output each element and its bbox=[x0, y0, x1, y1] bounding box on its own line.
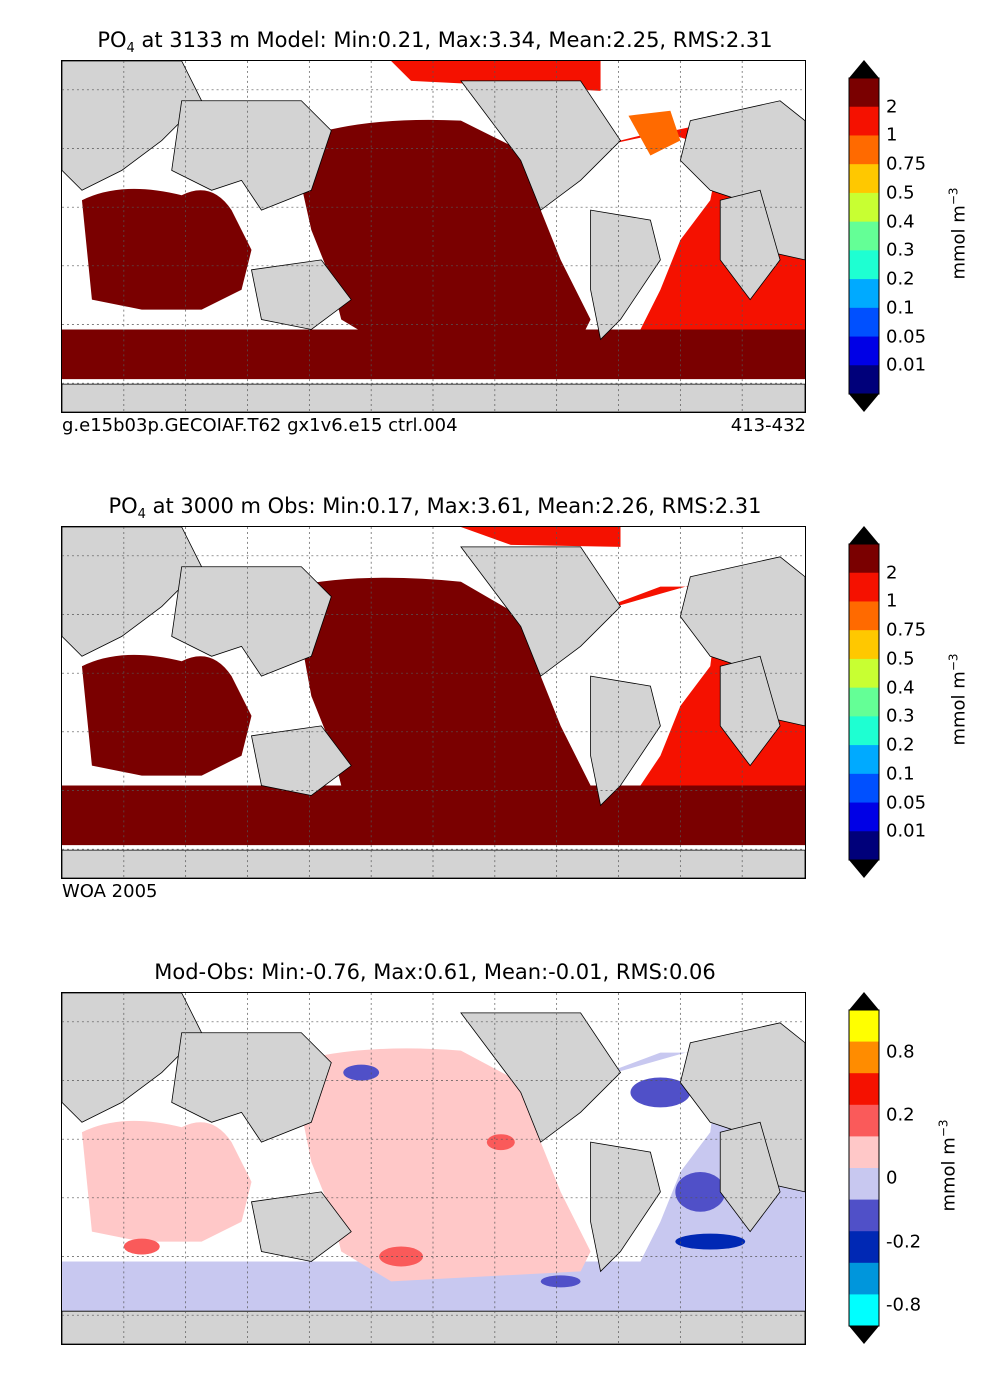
obs-footer-left: WOA 2005 bbox=[62, 881, 158, 902]
colorbar-segment bbox=[849, 250, 879, 280]
colorbar-segment bbox=[849, 336, 879, 366]
diff-map-svg bbox=[62, 993, 805, 1344]
colorbar-tick-label: -0.2 bbox=[886, 1231, 922, 1253]
obs-map-svg bbox=[62, 527, 805, 878]
colorbar-over-arrow bbox=[849, 60, 879, 78]
model-map bbox=[61, 60, 806, 413]
colorbar-segment bbox=[849, 658, 879, 689]
colorbar-tick-label: 0.2 bbox=[886, 268, 915, 290]
colorbar-segment bbox=[849, 78, 879, 108]
colorbar-segment bbox=[849, 279, 879, 309]
colorbar-segment bbox=[849, 716, 879, 746]
colorbar-segment bbox=[849, 1073, 879, 1106]
colorbar-segment bbox=[849, 1136, 879, 1169]
colorbar-segment bbox=[849, 1262, 879, 1295]
colorbar-segment bbox=[849, 106, 879, 136]
colorbar-tick-label: -0.8 bbox=[886, 1294, 922, 1316]
colorbar-segment bbox=[849, 601, 879, 631]
colorbar-tick-label: 1 bbox=[886, 590, 898, 612]
model-footer-right: 413-432 bbox=[730, 415, 806, 436]
colorbar-tick-label: 2 bbox=[886, 96, 898, 118]
colorbar-segment bbox=[849, 544, 879, 574]
colorbar-tick-label: 0.2 bbox=[886, 1104, 915, 1126]
model-title: PO4 at 3133 m Model: Min:0.21, Max:3.34,… bbox=[97, 28, 773, 57]
colorbar-segment bbox=[849, 630, 879, 660]
colorbar-under-arrow bbox=[849, 394, 879, 412]
colorbar-segment bbox=[849, 365, 879, 395]
obs-colorbar bbox=[848, 526, 880, 878]
colorbar-tick-label: 0.4 bbox=[886, 211, 915, 233]
colorbar-over-arrow bbox=[849, 992, 879, 1010]
colorbar-segment bbox=[849, 773, 879, 804]
obs-colorbar-unit: mmol m−3 bbox=[946, 653, 970, 746]
colorbar-over-arrow bbox=[849, 526, 879, 544]
colorbar-under-arrow bbox=[849, 1326, 879, 1344]
diff-colorbar bbox=[848, 992, 880, 1344]
colorbar-under-arrow bbox=[849, 860, 879, 878]
colorbar-segment bbox=[849, 192, 879, 223]
colorbar-tick-label: 0.05 bbox=[886, 792, 927, 814]
diff-map bbox=[61, 992, 806, 1345]
colorbar-tick-label: 0.01 bbox=[886, 354, 927, 376]
colorbar-segment bbox=[849, 687, 879, 717]
colorbar-tick-label: 0.5 bbox=[886, 182, 915, 204]
colorbar-segment bbox=[849, 221, 879, 251]
colorbar-segment bbox=[849, 745, 879, 775]
colorbar-tick-label: 0.3 bbox=[886, 705, 915, 727]
colorbar-segment bbox=[849, 1041, 879, 1074]
colorbar-tick-label: 0.05 bbox=[886, 326, 927, 348]
colorbar-segment bbox=[849, 1231, 879, 1264]
colorbar-segment bbox=[849, 1010, 879, 1043]
colorbar-tick-label: 1 bbox=[886, 124, 898, 146]
model-panel: PO4 at 3133 m Model: Min:0.21, Max:3.34,… bbox=[0, 0, 994, 460]
diff-panel: Mod-Obs: Min:-0.76, Max:0.61, Mean:-0.01… bbox=[0, 932, 994, 1372]
colorbar-tick-label: 0.75 bbox=[886, 153, 927, 175]
colorbar-tick-label: 0.5 bbox=[886, 648, 915, 670]
model-colorbar bbox=[848, 60, 880, 412]
colorbar-segment bbox=[849, 164, 879, 194]
colorbar-tick-label: 0.1 bbox=[886, 297, 915, 319]
colorbar-tick-label: 2 bbox=[886, 562, 898, 584]
diff-title: Mod-Obs: Min:-0.76, Max:0.61, Mean:-0.01… bbox=[154, 960, 716, 984]
model-colorbar-unit: mmol m−3 bbox=[946, 187, 970, 280]
colorbar-segment bbox=[849, 135, 879, 165]
obs-panel: PO4 at 3000 m Obs: Min:0.17, Max:3.61, M… bbox=[0, 466, 994, 926]
colorbar-tick-label: 0.01 bbox=[886, 820, 927, 842]
obs-map bbox=[61, 526, 806, 879]
colorbar-segment bbox=[849, 1199, 879, 1232]
colorbar-tick-label: 0.8 bbox=[886, 1041, 915, 1063]
colorbar-tick-label: 0.4 bbox=[886, 677, 915, 699]
colorbar-segment bbox=[849, 1168, 879, 1201]
colorbar-segment bbox=[849, 1104, 879, 1137]
model-footer-left: g.e15b03p.GECOIAF.T62 gx1v6.e15 ctrl.004 bbox=[62, 415, 458, 436]
colorbar-segment bbox=[849, 572, 879, 602]
colorbar-tick-label: 0 bbox=[886, 1167, 898, 1189]
colorbar-segment bbox=[849, 802, 879, 832]
colorbar-segment bbox=[849, 831, 879, 861]
colorbar-tick-label: 0.1 bbox=[886, 763, 915, 785]
colorbar-segment bbox=[849, 307, 879, 338]
diff-colorbar-unit: mmol m−3 bbox=[936, 1119, 960, 1212]
model-map-svg bbox=[62, 61, 805, 412]
colorbar-tick-label: 0.3 bbox=[886, 239, 915, 261]
colorbar-segment bbox=[849, 1294, 879, 1327]
colorbar-tick-label: 0.2 bbox=[886, 734, 915, 756]
colorbar-tick-label: 0.75 bbox=[886, 619, 927, 641]
obs-title: PO4 at 3000 m Obs: Min:0.17, Max:3.61, M… bbox=[108, 494, 762, 523]
